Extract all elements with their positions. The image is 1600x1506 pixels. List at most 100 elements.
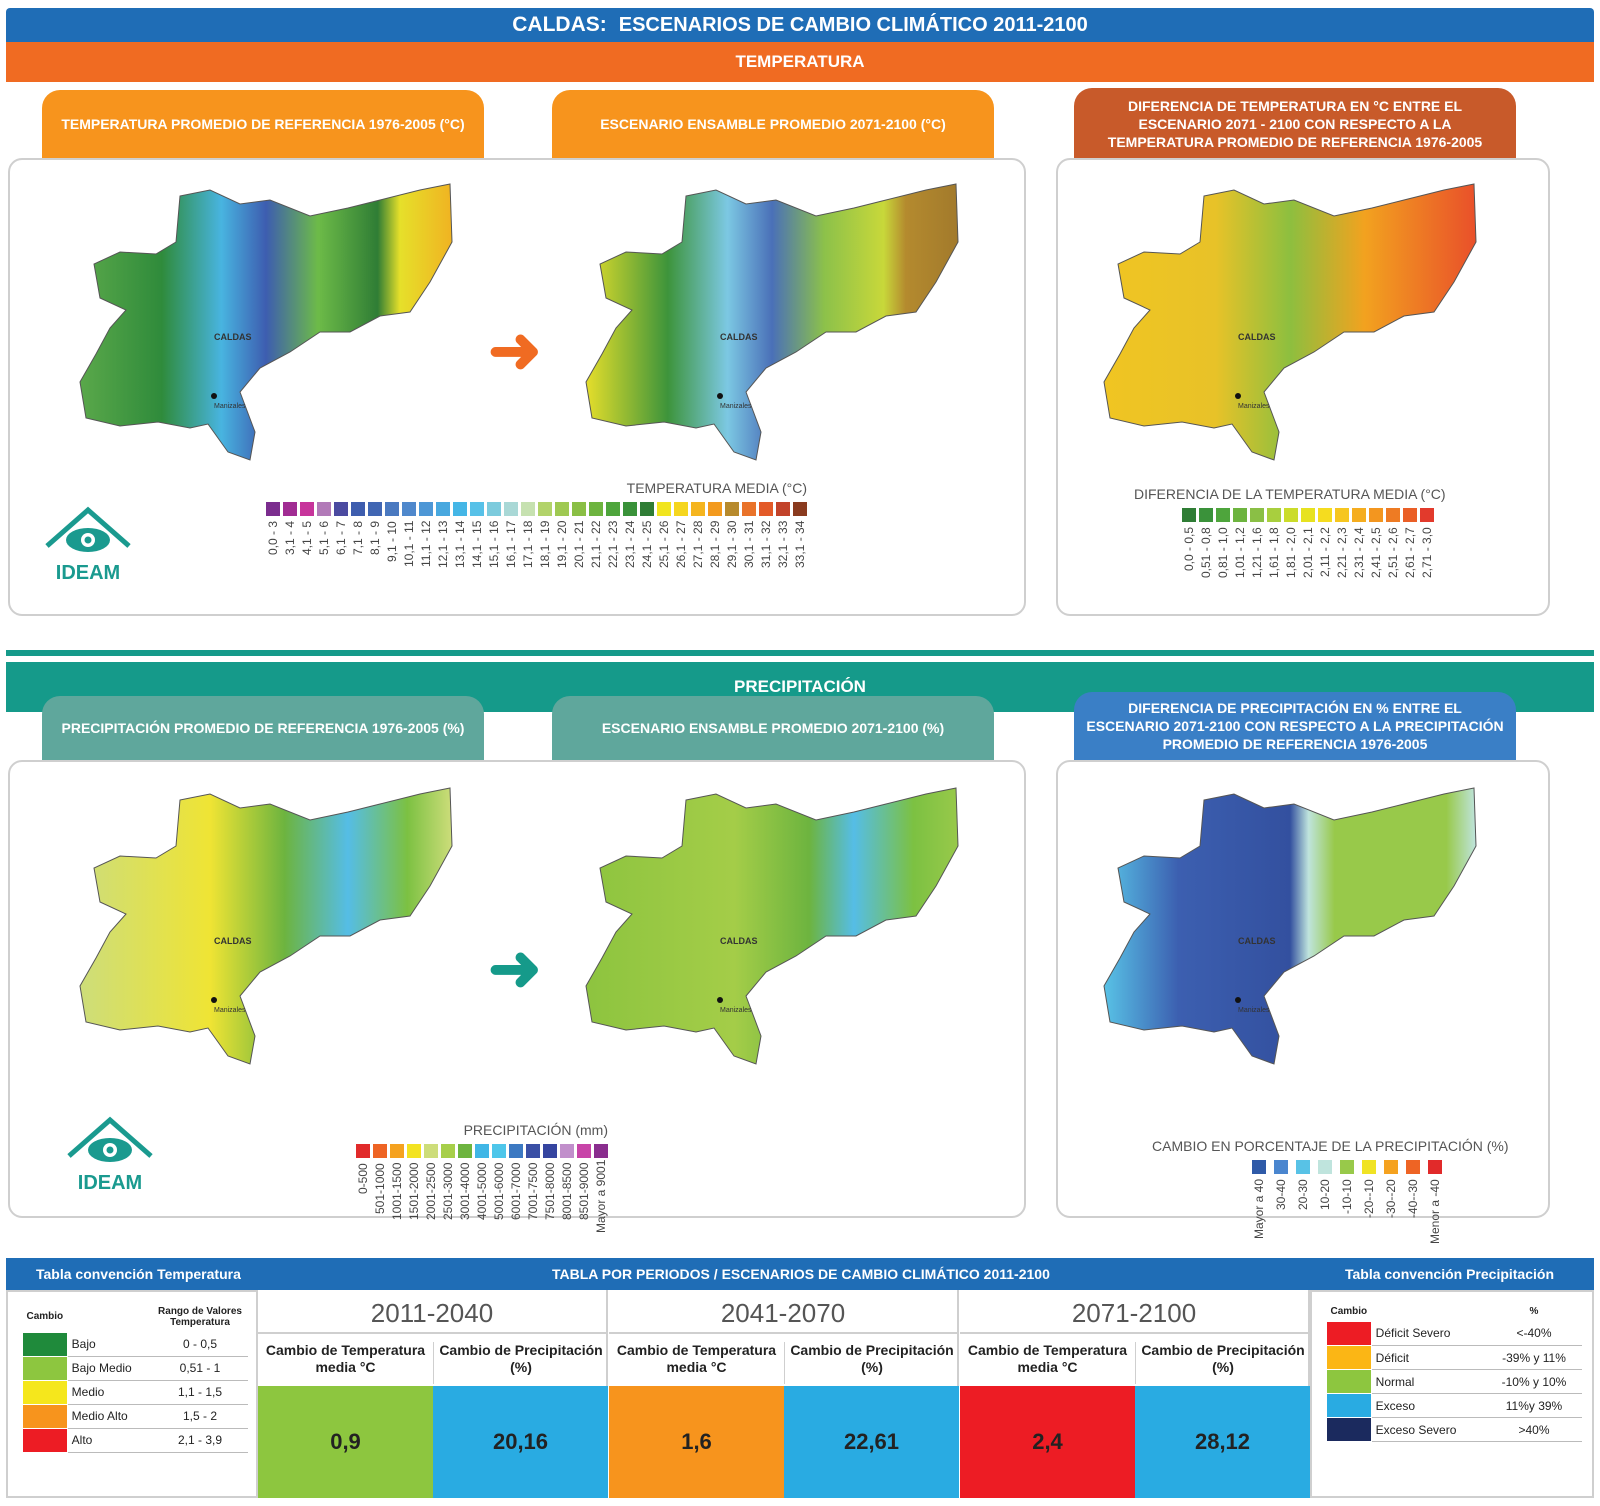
legend-item: -20--10: [1362, 1160, 1376, 1249]
convention-swatch: [22, 1331, 68, 1357]
convention-label: Exceso: [1371, 1393, 1486, 1418]
legend-temperature-difference-title: DIFERENCIA DE LA TEMPERATURA MEDIA (°C): [1134, 486, 1446, 502]
legend-label: 12,1 - 13: [436, 521, 450, 569]
table-header-bar: Tabla convención Temperatura TABLA POR P…: [6, 1258, 1594, 1290]
map-label-region: CALDAS: [720, 936, 758, 946]
legend-label: 8001-8500: [560, 1163, 574, 1221]
convention-row: Exceso Severo >40%: [1326, 1417, 1582, 1442]
convention-swatch: [1326, 1393, 1372, 1418]
convention-label: Alto: [67, 1428, 152, 1453]
legend-label: 9,1 - 10: [385, 521, 399, 562]
convention-label: Medio Alto: [67, 1404, 152, 1429]
legend-swatch: [793, 502, 807, 516]
legend-precipitation-difference-items: Mayor a 40 30-40 20-30 10-20 -10-10 -20--10 -3…: [1252, 1160, 1509, 1249]
legend-item: 10,1 - 11: [402, 502, 416, 591]
legend-item: 2,21 - 2,3: [1335, 508, 1349, 597]
map-label-city: Manizales: [1238, 403, 1270, 410]
legend-swatch: [776, 502, 790, 516]
ideam-eye-icon: [67, 1116, 153, 1162]
convention-range: -10% y 10%: [1486, 1369, 1582, 1394]
legend-item: Mayor a 40: [1252, 1160, 1266, 1249]
legend-label: -40--30: [1406, 1179, 1420, 1218]
legend-item: 33,1 - 34: [793, 502, 807, 591]
legend-label: 10,1 - 11: [402, 521, 416, 568]
convention-row: Bajo 0 - 0,5: [22, 1331, 248, 1357]
legend-label: 30,1 - 31: [742, 521, 756, 569]
legend-swatch: [555, 502, 569, 516]
legend-swatch: [300, 502, 314, 516]
legend-temperature-difference-items: 0,0 - 0,5 0,51 - 0,8 0,81 - 1,0 1,01 - 1,2 1…: [1182, 508, 1446, 597]
ideam-logo-text: IDEAM: [55, 562, 121, 584]
legend-item: 1,81 - 2,0: [1284, 508, 1298, 597]
legend-precipitation: PRECIPITACIÓN (mm) 0-500 501-1000 1001-150…: [356, 1122, 608, 1233]
map-temp-scenario: CALDAS Manizales: [585, 182, 962, 462]
legend-swatch: [351, 502, 365, 516]
legend-label: 1,61 - 1,8: [1267, 527, 1281, 578]
legend-label: 27,1 - 28: [691, 521, 705, 569]
temp-conv-col-cambio: Cambio: [26, 1311, 64, 1323]
ideam-logo-text: IDEAM: [77, 1172, 143, 1194]
main-subtitle: ESCENARIOS DE CAMBIO CLIMÁTICO 2011-2100: [618, 14, 1088, 36]
convention-swatch: [22, 1403, 68, 1429]
convention-row: Déficit Severo <-40%: [1326, 1321, 1582, 1346]
legend-swatch: [1352, 508, 1366, 522]
legend-label: 3,1 - 4: [283, 521, 297, 556]
legend-label: 30-40: [1274, 1179, 1288, 1210]
legend-item: 12,1 - 13: [436, 502, 450, 591]
tab-precip-scenario: ESCENARIO ENSAMBLE PROMEDIO 2071-2100 (%…: [552, 696, 994, 760]
legend-item: -30--20: [1384, 1160, 1398, 1249]
ideam-logo: IDEAM: [42, 506, 134, 585]
legend-item: 4,1 - 5: [300, 502, 314, 591]
legend-item: 2001-2500: [424, 1144, 438, 1233]
map-label-region: CALDAS: [720, 332, 758, 342]
legend-item: Menor a -40: [1428, 1160, 1442, 1249]
legend-swatch: [1301, 508, 1315, 522]
convention-label: Bajo Medio: [67, 1356, 152, 1381]
legend-item: 1,21 - 1,6: [1250, 508, 1264, 597]
convention-range: 0,51 - 1: [152, 1356, 248, 1381]
col-head-precipitation: Cambio de Precipitación (%): [784, 1342, 959, 1384]
legend-label: 2,41 - 2,5: [1369, 527, 1383, 578]
legend-swatch: [657, 502, 671, 516]
tab-temp-reference: TEMPERATURA PROMEDIO DE REFERENCIA 1976-…: [42, 90, 484, 158]
tab-precip-scenario-label: ESCENARIO ENSAMBLE PROMEDIO 2071-2100 (%…: [601, 720, 945, 736]
convention-row: Normal -10% y 10%: [1326, 1369, 1582, 1394]
legend-precipitation-title: PRECIPITACIÓN (mm): [463, 1122, 608, 1138]
legend-item: 29,1 - 30: [725, 502, 739, 591]
legend-label: 2001-2500: [424, 1163, 438, 1221]
map-precip-scenario-svg: CALDAS Manizales: [585, 787, 959, 1065]
legend-label: 4,1 - 5: [300, 521, 314, 556]
convention-range: 1,5 - 2: [152, 1404, 248, 1429]
legend-swatch: [1216, 508, 1230, 522]
convention-label: Normal: [1371, 1369, 1486, 1394]
legend-item: -40--30: [1406, 1160, 1420, 1249]
legend-swatch: [402, 502, 416, 516]
legend-swatch: [504, 502, 518, 516]
legend-item: 7501-8000: [543, 1144, 557, 1233]
col-head-temperature: Cambio de Temperatura media °C: [265, 1342, 426, 1375]
map-precip-scenario: CALDAS Manizales: [585, 786, 962, 1066]
legend-swatch: [1406, 1160, 1420, 1174]
legend-item: 2,11 - 2,2: [1318, 508, 1332, 597]
convention-row: Medio Alto 1,5 - 2: [22, 1403, 248, 1429]
legend-label: 16,1 - 17: [504, 521, 518, 569]
legend-item: 2,41 - 2,5: [1369, 508, 1383, 597]
legend-swatch: [1267, 508, 1281, 522]
map-temp-reference: CALDAS Manizales: [79, 182, 456, 462]
legend-label: 0-500: [356, 1163, 370, 1194]
map-precip-difference: CALDAS Manizales: [1103, 786, 1480, 1066]
legend-label: 24,1 - 25: [640, 521, 654, 569]
legend-swatch: [521, 502, 535, 516]
legend-swatch: [725, 502, 739, 516]
col-head-temperature: Cambio de Temperatura media °C: [967, 1342, 1128, 1375]
legend-swatch: [458, 1144, 472, 1158]
convention-row: Déficit -39% y 11%: [1326, 1345, 1582, 1370]
legend-swatch: [1428, 1160, 1442, 1174]
legend-label: 6,1 - 7: [334, 521, 348, 556]
legend-swatch: [436, 502, 450, 516]
legend-label: 25,1 - 26: [657, 521, 671, 569]
legend-label: 23,1 - 24: [623, 521, 637, 569]
legend-swatch: [1384, 1160, 1398, 1174]
legend-swatch: [317, 502, 331, 516]
legend-swatch: [589, 502, 603, 516]
